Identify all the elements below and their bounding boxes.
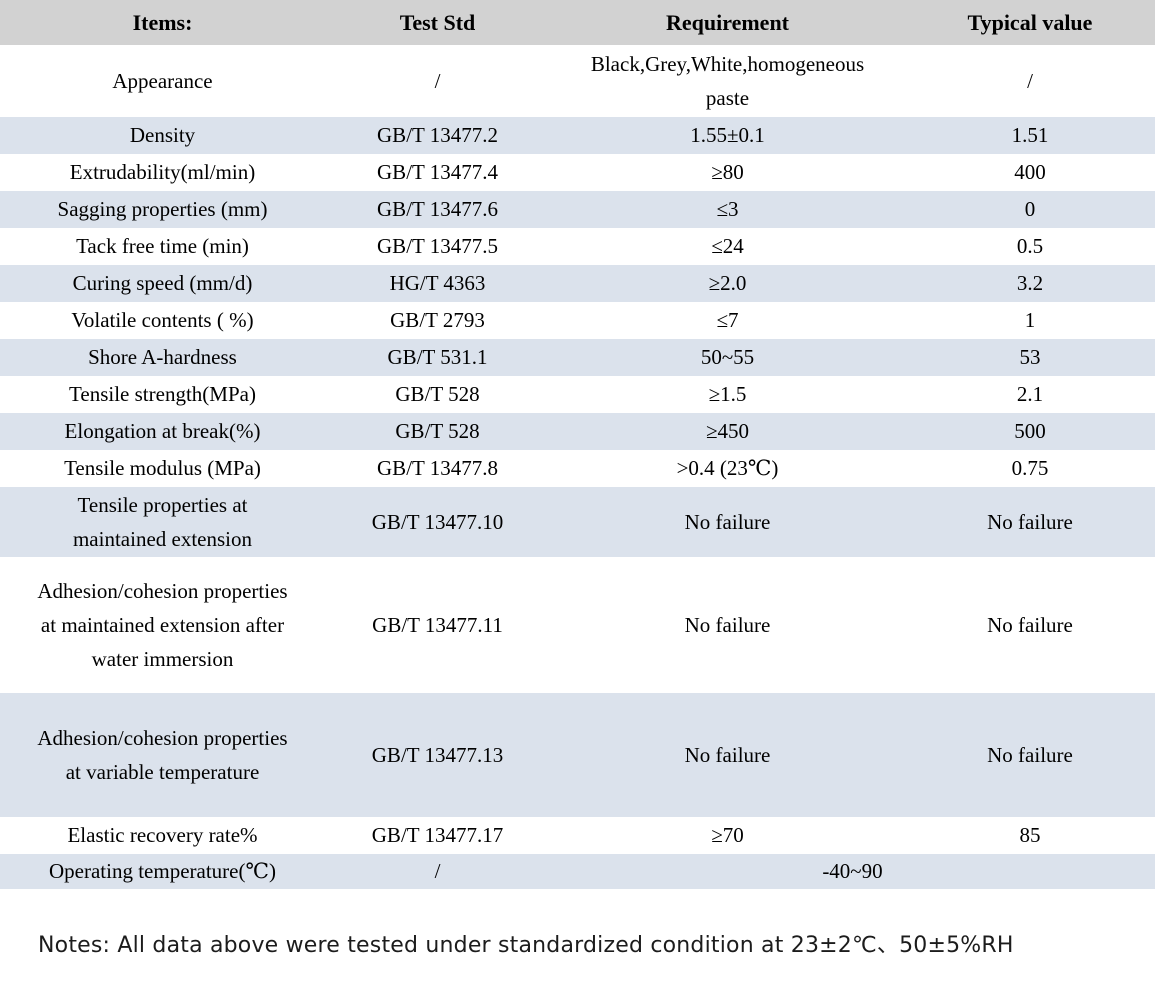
- table-row-elongation: Elongation at break(%) GB/T 528 ≥450 500: [0, 413, 1155, 450]
- cell-test-std: GB/T 13477.2: [377, 123, 498, 147]
- cell-requirement: ≥2.0: [708, 271, 747, 295]
- table-header-row: Items: Test Std Requirement Typical valu…: [0, 0, 1155, 45]
- cell-requirement-text: Black,Grey,White,homogeneous paste: [590, 52, 865, 110]
- cell-typical-value: 0: [1024, 197, 1036, 221]
- cell-typical-value: 0.5: [1016, 234, 1044, 258]
- cell-item: Appearance: [112, 68, 213, 93]
- notes-text: Notes: All data above were tested under …: [38, 933, 1014, 958]
- cell-requirement: Black,Grey,White,homogeneous paste: [550, 45, 905, 117]
- cell-item: Sagging properties (mm): [57, 197, 268, 221]
- cell-requirement: No failure: [684, 742, 771, 767]
- cell-requirement: ≥80: [711, 160, 744, 184]
- cell-requirement: No failure: [684, 612, 771, 637]
- table-row-shore-hardness: Shore A-hardness GB/T 531.1 50~55 53: [0, 339, 1155, 376]
- cell-test-std: GB/T 13477.8: [377, 456, 498, 480]
- cell-item: Volatile contents ( %): [71, 308, 254, 332]
- table-row-operating-temperature: Operating temperature(℃) / -40~90: [0, 854, 1155, 889]
- cell-item: Elongation at break(%): [64, 419, 261, 443]
- cell-typical-value: No failure: [987, 612, 1073, 637]
- table-row-appearance: Appearance / Black,Grey,White,homogeneou…: [0, 45, 1155, 117]
- cell-test-std: GB/T 13477.10: [371, 509, 504, 534]
- cell-test-std: HG/T 4363: [389, 271, 486, 295]
- cell-test-std: GB/T 528: [395, 419, 480, 443]
- cell-test-std: /: [434, 68, 441, 93]
- cell-typical-value: No failure: [987, 742, 1073, 767]
- spec-table: Items: Test Std Requirement Typical valu…: [0, 0, 1155, 889]
- cell-test-std: GB/T 2793: [390, 308, 485, 332]
- cell-test-std: GB/T 13477.6: [377, 197, 498, 221]
- cell-typical-value: No failure: [987, 509, 1073, 534]
- cell-requirement: ≥450: [705, 419, 750, 443]
- cell-typical-value: /: [1027, 68, 1033, 93]
- cell-item: Tensile properties at maintained extensi…: [0, 487, 325, 557]
- cell-requirement: ≤3: [716, 197, 739, 221]
- col-header-items: Items:: [0, 0, 325, 45]
- table-row-adhesion-water-immersion: Adhesion/cohesion properties at maintain…: [0, 557, 1155, 693]
- cell-requirement: 1.55±0.1: [690, 123, 765, 147]
- cell-item: Tensile strength(MPa): [69, 382, 256, 406]
- cell-item-text: Adhesion/cohesion properties at maintain…: [37, 579, 288, 671]
- cell-typical-value: 400: [1014, 160, 1046, 184]
- cell-item: Elastic recovery rate%: [67, 823, 258, 847]
- cell-test-std: GB/T 13477.5: [377, 234, 498, 258]
- table-row-tensile-modulus: Tensile modulus (MPa) GB/T 13477.8 >0.4 …: [0, 450, 1155, 487]
- cell-item: Tensile modulus (MPa): [64, 456, 261, 480]
- cell-requirement: ≥1.5: [708, 382, 747, 406]
- table-row-tensile-properties: Tensile properties at maintained extensi…: [0, 487, 1155, 557]
- col-header-test-std: Test Std: [325, 0, 550, 45]
- table-row-tensile-strength: Tensile strength(MPa) GB/T 528 ≥1.5 2.1: [0, 376, 1155, 413]
- cell-test-std: GB/T 13477.17: [371, 823, 504, 847]
- table-row-extrudability: Extrudability(ml/min) GB/T 13477.4 ≥80 4…: [0, 154, 1155, 191]
- cell-test-std: GB/T 13477.13: [371, 742, 504, 767]
- cell-item: Tack free time (min): [76, 234, 249, 258]
- cell-item-text: Tensile properties at maintained extensi…: [72, 493, 253, 551]
- cell-typical-value: 500: [1014, 419, 1046, 443]
- col-header-typical-value: Typical value: [905, 0, 1155, 45]
- table-row-curing-speed: Curing speed (mm/d) HG/T 4363 ≥2.0 3.2: [0, 265, 1155, 302]
- cell-requirement-merged: -40~90: [822, 859, 883, 883]
- cell-typical-value: 1: [1024, 308, 1036, 332]
- table-row-density: Density GB/T 13477.2 1.55±0.1 1.51: [0, 117, 1155, 154]
- col-header-requirement: Requirement: [550, 0, 905, 45]
- cell-typical-value: 2.1: [1016, 382, 1044, 406]
- cell-test-std: /: [434, 859, 441, 883]
- cell-requirement: >0.4 (23℃): [676, 456, 779, 480]
- cell-item: Operating temperature(℃): [49, 859, 276, 883]
- cell-item-text: Adhesion/cohesion properties at variable…: [37, 726, 288, 784]
- cell-requirement: ≤7: [716, 308, 739, 332]
- cell-test-std: GB/T 13477.11: [372, 612, 503, 637]
- cell-requirement: ≤24: [711, 234, 744, 258]
- table-row-tack-free-time: Tack free time (min) GB/T 13477.5 ≤24 0.…: [0, 228, 1155, 265]
- cell-item: Curing speed (mm/d): [72, 271, 253, 295]
- table-row-adhesion-variable-temperature: Adhesion/cohesion properties at variable…: [0, 693, 1155, 817]
- cell-test-std: GB/T 13477.4: [377, 160, 498, 184]
- cell-test-std: GB/T 531.1: [387, 345, 488, 369]
- cell-typical-value: 0.75: [1011, 456, 1049, 480]
- cell-requirement: 50~55: [700, 345, 755, 369]
- table-row-elastic-recovery: Elastic recovery rate% GB/T 13477.17 ≥70…: [0, 817, 1155, 854]
- cell-requirement: ≥70: [711, 823, 744, 847]
- table-row-sagging: Sagging properties (mm) GB/T 13477.6 ≤3 …: [0, 191, 1155, 228]
- cell-item: Adhesion/cohesion properties at maintain…: [0, 557, 325, 693]
- cell-typical-value: 53: [1019, 345, 1041, 369]
- cell-typical-value: 3.2: [1016, 271, 1044, 295]
- cell-requirement: No failure: [684, 509, 771, 534]
- table-row-volatile-contents: Volatile contents ( %) GB/T 2793 ≤7 1: [0, 302, 1155, 339]
- cell-item: Density: [129, 123, 196, 147]
- cell-item: Adhesion/cohesion properties at variable…: [0, 693, 325, 817]
- cell-typical-value: 85: [1019, 823, 1041, 847]
- cell-test-std: GB/T 528: [395, 382, 480, 406]
- cell-typical-value: 1.51: [1011, 123, 1049, 147]
- cell-item: Shore A-hardness: [88, 345, 237, 369]
- cell-item: Extrudability(ml/min): [69, 160, 256, 184]
